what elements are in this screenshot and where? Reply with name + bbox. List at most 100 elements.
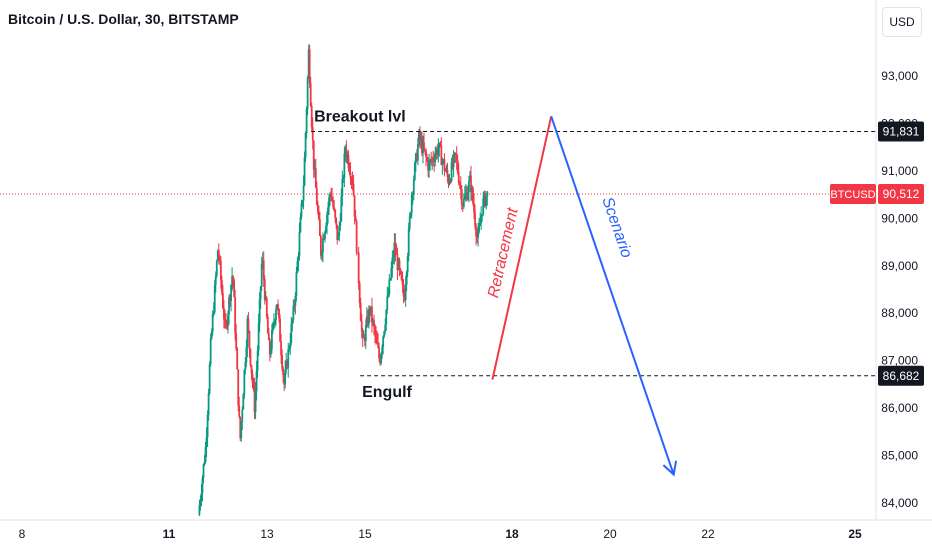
candle-body: [424, 149, 426, 152]
candle-body: [367, 308, 370, 325]
candle-body: [284, 370, 287, 385]
candle-body: [225, 319, 227, 323]
candle-body: [434, 155, 437, 163]
candle-body: [444, 170, 447, 172]
candle-body: [257, 323, 260, 351]
x-tick-label: 8: [19, 527, 26, 541]
candle-body: [359, 302, 362, 322]
candle-body: [328, 197, 330, 208]
candle-body: [408, 216, 411, 229]
candle-body: [391, 257, 394, 269]
x-tick-label: 20: [603, 527, 617, 541]
candle-body: [378, 347, 380, 358]
candle-body: [460, 189, 463, 205]
candle-body: [269, 349, 272, 355]
candle-body: [324, 231, 326, 240]
candle-body: [293, 305, 296, 307]
currency-button[interactable]: USD: [882, 7, 922, 37]
candle-body: [204, 446, 207, 462]
candle-body: [303, 157, 306, 186]
candle-body: [403, 296, 406, 300]
candle-body: [286, 361, 289, 368]
candle-body: [314, 168, 317, 188]
breakout-level-annotation: Breakout lvl: [314, 108, 406, 125]
candle-body: [262, 260, 265, 280]
candle-body: [255, 370, 258, 392]
candle-body: [471, 188, 473, 193]
candle-body: [382, 336, 385, 348]
candle-body: [482, 198, 485, 215]
candle-body: [380, 353, 383, 364]
candle-body: [470, 175, 472, 193]
y-tick-label: 93,000: [881, 69, 918, 83]
candle-body: [292, 305, 295, 320]
candle-body: [226, 322, 228, 327]
candle-body: [248, 330, 251, 349]
candle-body: [228, 297, 230, 315]
candle-body: [199, 500, 202, 506]
y-tick-label: 88,000: [881, 306, 918, 320]
y-tick-label: 91,000: [881, 164, 918, 178]
candle-body: [355, 221, 358, 253]
candle-body: [266, 317, 269, 334]
candle-body: [294, 296, 297, 306]
candle-body: [227, 314, 229, 327]
candle-body: [440, 145, 443, 165]
candle-body: [390, 268, 393, 279]
candle-body: [224, 319, 226, 321]
candle-body: [260, 263, 263, 287]
candle-body: [412, 179, 415, 194]
candle-body: [356, 252, 359, 254]
candle-body: [242, 394, 245, 410]
candle-body: [421, 139, 423, 154]
candle-body: [353, 195, 356, 217]
candle-body: [320, 236, 322, 256]
candle-body: [280, 341, 282, 355]
candle-body: [211, 314, 214, 332]
candle-body: [416, 144, 419, 161]
candle-body: [343, 153, 346, 179]
candle-body: [308, 49, 311, 84]
y-tick-label: 87,000: [881, 354, 918, 368]
candle-body: [326, 214, 328, 226]
candle-body: [263, 279, 266, 300]
candle-body: [250, 365, 253, 374]
candle-body: [432, 158, 435, 161]
candle-body: [246, 318, 249, 348]
candle-body: [327, 207, 329, 215]
candle-body: [229, 297, 231, 301]
level-price-tag: [878, 121, 924, 142]
candle-body: [239, 416, 242, 439]
candle-body: [451, 162, 454, 167]
candle-body: [304, 132, 307, 158]
candle-body: [374, 326, 376, 335]
candle-body: [247, 318, 250, 331]
candle-body: [385, 309, 388, 325]
candle-body: [213, 284, 216, 312]
candle-body: [376, 336, 378, 344]
candle-body: [256, 350, 259, 371]
candle-body: [435, 149, 438, 156]
candle-body: [365, 316, 368, 326]
candle-body: [446, 169, 449, 177]
candle-body: [283, 375, 286, 385]
candle-body: [358, 283, 361, 303]
chart-title: Bitcoin / U.S. Dollar, 30, BITSTAMP: [8, 11, 239, 27]
candle-body: [398, 260, 401, 270]
candle-body: [202, 464, 205, 479]
candle-body: [350, 178, 353, 180]
candle-body: [476, 236, 478, 238]
candle-body: [342, 178, 345, 180]
candle-body: [410, 194, 413, 213]
candle-body: [481, 214, 484, 216]
candle-body: [449, 180, 452, 182]
candle-body: [414, 153, 417, 164]
candle-body: [259, 286, 262, 299]
candle-body: [305, 108, 308, 133]
candle-body: [381, 347, 384, 354]
candle-body: [258, 298, 261, 324]
candle-body: [214, 275, 217, 285]
candle-body: [300, 203, 303, 218]
candle-body: [396, 254, 399, 270]
